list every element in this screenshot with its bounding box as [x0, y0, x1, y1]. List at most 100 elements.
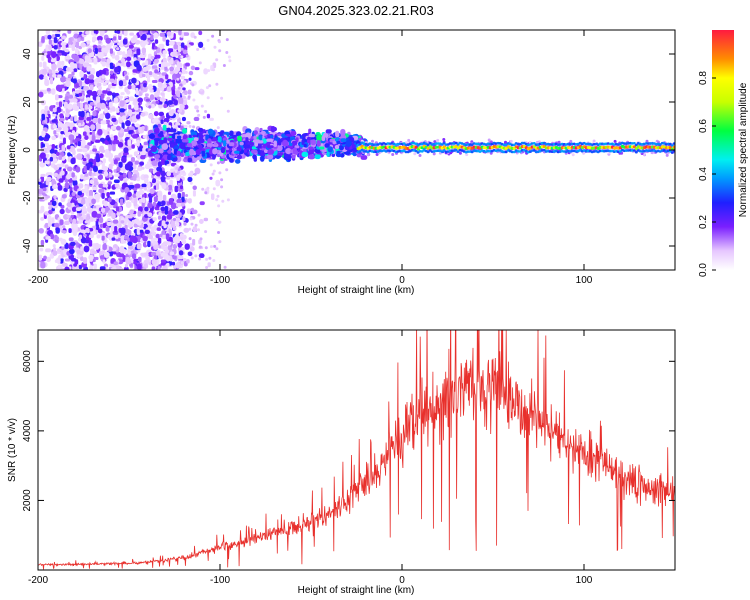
spectrogram-cell — [64, 132, 69, 138]
spectrogram-cell — [80, 229, 85, 233]
spectrogram-cell — [177, 45, 182, 53]
spectrogram-cell — [217, 220, 221, 224]
spectrogram-cell — [99, 137, 105, 142]
spectrogram-cell — [57, 52, 62, 56]
spectrogram-cell — [83, 85, 90, 91]
spectrogram-cell — [166, 256, 171, 262]
spectrogram-cell — [138, 198, 142, 204]
spectrogram-cell — [102, 259, 106, 264]
spectrogram-cell — [157, 266, 161, 270]
spectrogram-cell — [165, 233, 170, 240]
spectrogram-cell — [48, 69, 53, 75]
spectrogram-cell — [111, 55, 116, 59]
spectrogram-cell — [64, 242, 69, 250]
spectrogram-cell — [84, 78, 91, 85]
spectrogram-cell — [225, 51, 229, 54]
spectrogram-cell — [90, 124, 96, 131]
spectrogram-cell — [182, 128, 188, 134]
spectrogram-cell — [216, 194, 220, 198]
spectrogram-cell — [145, 60, 149, 66]
spectrogram-cell — [114, 173, 120, 177]
spectrogram-cell — [94, 139, 101, 143]
spectrogram-cell — [157, 222, 163, 227]
spectrogram-cell — [113, 36, 117, 41]
spectrogram-cell — [51, 135, 57, 141]
spectrogram-cell — [166, 176, 171, 180]
spectrogram-cell — [167, 241, 172, 246]
spectrogram-cell — [194, 163, 198, 167]
spectrogram-cell — [226, 198, 230, 202]
spectrogram-cell — [124, 263, 129, 268]
spectrogram-cell — [72, 229, 78, 236]
spectrogram-cell — [110, 136, 115, 141]
spectrogram-cell — [62, 137, 66, 145]
spectrogram-cell — [147, 182, 151, 189]
spectrogram-cell — [56, 174, 61, 179]
spectrogram-cell — [133, 223, 139, 228]
spectrogram-cell — [53, 45, 58, 50]
spectrogram-cell — [229, 158, 234, 163]
spectrogram-cell — [172, 255, 177, 260]
spectrogram-cell — [44, 160, 50, 165]
spectrogram-cell — [54, 259, 61, 264]
spectrogram-cell — [67, 103, 73, 110]
spectrogram-cell — [64, 220, 70, 226]
spectrogram-cell — [42, 187, 47, 192]
spectrogram-cell — [173, 69, 179, 74]
spectrogram-cell — [119, 100, 125, 107]
spectrogram-cell — [153, 127, 160, 134]
spectrogram-cell — [158, 212, 162, 217]
spectrogram-cell — [260, 155, 265, 162]
spectrogram-cell — [236, 154, 243, 160]
spectrogram-cell — [122, 38, 128, 45]
spectrogram-cell — [38, 188, 44, 195]
spectrogram-cell — [162, 234, 166, 240]
spectrogram-cell — [128, 104, 132, 110]
spectrogram-cell — [71, 202, 75, 207]
spectrogram-cell — [104, 107, 108, 114]
spectrogram-cell — [124, 266, 129, 270]
spectrogram-cell — [193, 35, 197, 39]
spectrogram-cell — [124, 235, 129, 240]
spectrogram-cell — [104, 129, 108, 136]
spectrogram-cell — [180, 75, 186, 80]
spectrogram-cell — [59, 113, 64, 119]
spectrogram-cell — [81, 205, 87, 212]
spectrogram-cell — [236, 146, 242, 152]
spectrogram-cell — [198, 239, 202, 245]
spectrogram-cell — [97, 128, 103, 136]
spectrogram-cell — [188, 237, 192, 241]
spectrogram-cell — [176, 217, 181, 223]
spectrogram-cell — [151, 266, 156, 270]
spectrogram-cell — [87, 205, 91, 212]
spectrogram-cell — [73, 76, 77, 80]
spectrogram-cell — [76, 249, 81, 255]
spectrogram-cell — [40, 176, 45, 184]
spectrogram-cell — [48, 206, 52, 210]
spectrogram-cell — [96, 162, 101, 167]
spectrogram-cell — [215, 82, 219, 86]
spectrogram-cell — [225, 168, 229, 172]
spectrogram-cell — [160, 119, 164, 124]
spectrogram-cell — [105, 226, 110, 232]
spectrogram-cell — [126, 49, 133, 56]
spectrogram-cell — [73, 55, 80, 62]
spectrogram-cell — [171, 220, 175, 228]
spectrogram-cell — [42, 68, 48, 75]
spectrogram-cell — [60, 42, 67, 46]
spectrogram-cell — [110, 224, 115, 231]
spectrogram-cell — [82, 158, 87, 162]
spectrogram-cell — [140, 42, 146, 48]
spectrogram-cell — [123, 71, 128, 75]
spectrogram-cell — [126, 56, 132, 62]
spectrogram-cell — [157, 215, 161, 220]
spectrogram-cell — [91, 135, 96, 142]
spectrogram-cell — [83, 62, 87, 68]
spectrogram-cell — [159, 32, 165, 37]
spectrogram-cell — [160, 170, 166, 177]
spectrogram-cell — [153, 196, 158, 203]
spectrogram-cell — [220, 130, 225, 134]
spectrogram-cell — [99, 251, 105, 255]
spectrogram-cell — [89, 74, 95, 80]
spectrogram-cell — [141, 183, 147, 188]
